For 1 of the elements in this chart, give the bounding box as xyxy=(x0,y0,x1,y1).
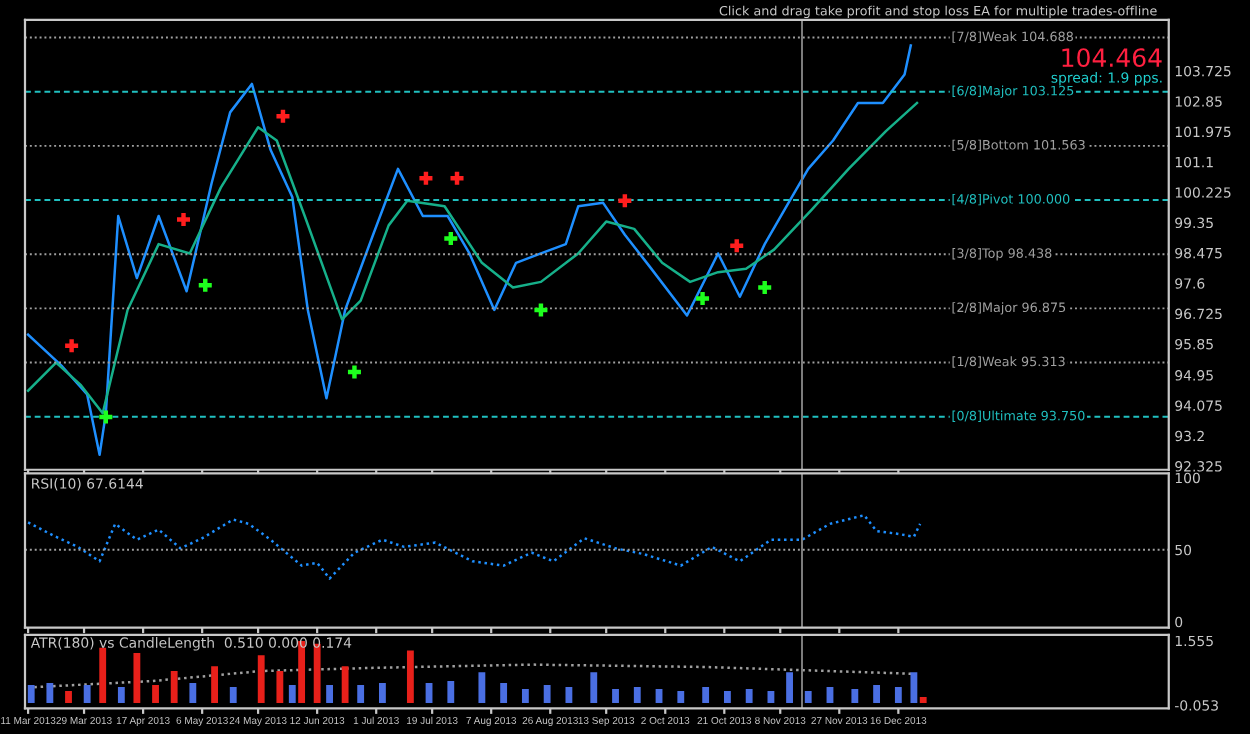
annotation: 104.464 xyxy=(1062,48,1162,68)
